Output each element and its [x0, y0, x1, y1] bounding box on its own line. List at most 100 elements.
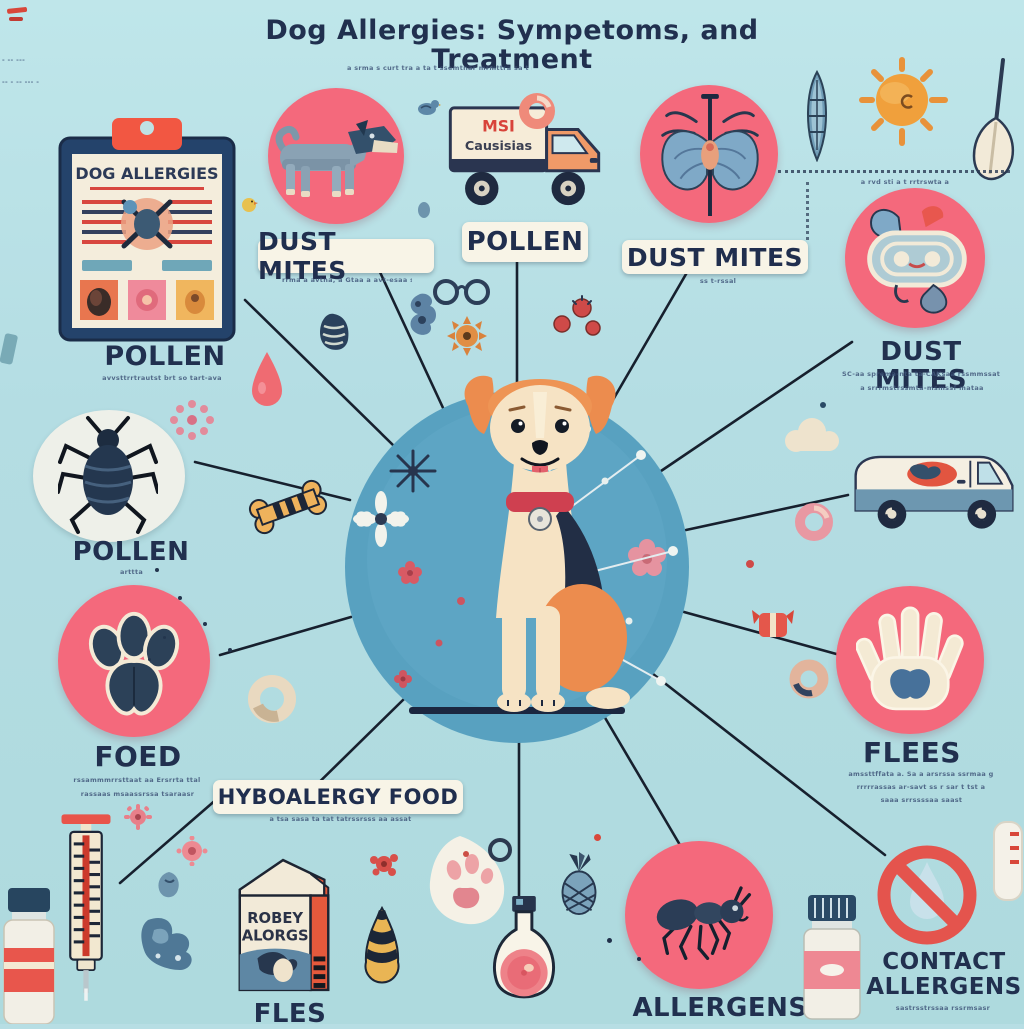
- label-allergens: ALLERGENS: [632, 993, 808, 1023]
- dog-right-ear: [586, 375, 616, 434]
- label-fles: FLES: [253, 999, 327, 1029]
- paw-print-icon: [88, 611, 180, 716]
- paw-drop-icon: [429, 836, 512, 925]
- medicine-bottle-left-icon: [3, 888, 55, 1024]
- label-dust-mites-top: DUST MITES: [258, 227, 434, 285]
- garble-under-dotted-line: a rvd sti a t rrtrswta a: [860, 178, 950, 186]
- paddle-icon: [972, 58, 1014, 181]
- garble-food-1: rssammmrrsttaat aa Ersrrta ttal: [73, 776, 201, 784]
- pink-virus-decoration: [176, 836, 208, 866]
- label-food: FOED: [94, 740, 182, 773]
- dog-left-eye: [511, 419, 525, 433]
- small-red-flower-2: [394, 670, 412, 688]
- canoe-icon: [807, 70, 827, 162]
- svg-text:MSI: MSI: [482, 116, 515, 135]
- milk-carton-icon: ROBEY ALORGS: [238, 858, 330, 992]
- dog-collar: [506, 492, 574, 512]
- red-drop-decoration: [252, 352, 282, 406]
- pineapple-icon: [561, 852, 597, 916]
- small-red-flower: [398, 561, 422, 584]
- garble-pollen-top-left: avvsttrrtrautst brt so tart-ava: [102, 374, 222, 382]
- title-garble-text: a srma s curt tra a ta t ssemtnar mrmttr…: [347, 64, 532, 72]
- dotted-flower-decoration: [170, 400, 214, 440]
- candy-decoration: [752, 610, 794, 637]
- speck-dot: [178, 596, 182, 600]
- garble-pollen-left: arttta: [119, 568, 144, 576]
- red-splat-decoration: [370, 854, 398, 876]
- garble-flees-1: amssttffata a. Sa a arsrssa ssrmaa g: [848, 770, 994, 778]
- syringe-icon: [61, 814, 111, 1001]
- dog-figurine-icon: [275, 120, 398, 197]
- beige-donut-decoration: [248, 675, 296, 723]
- corner-garble-1: - -- ---: [2, 56, 26, 64]
- dotted-line-right: [778, 170, 1010, 173]
- garble-dust-mites-right-1: SC-aa sprema-nta ta-CAKsaa rssmmssat ar: [842, 370, 1002, 378]
- flask-icon: [493, 896, 555, 999]
- bird-decoration: [418, 100, 441, 115]
- svg-text:DOG ALLERGIES: DOG ALLERGIES: [75, 164, 218, 183]
- decoration-diagonal-line: [118, 796, 220, 885]
- speck-dot: [148, 658, 151, 661]
- speck-dot: [746, 560, 754, 568]
- dog-front-leg: [536, 606, 560, 700]
- splash-decoration: [141, 917, 192, 970]
- corner-garble-2: -- - -- --- -: [2, 78, 40, 86]
- thermometer-icon: [993, 821, 1023, 901]
- pill-bottle-icon: [803, 895, 861, 1020]
- moth-mite-icon: [661, 93, 759, 217]
- garble-dust-mites-right-2: a srrrmstrssmta-msmssf mataa: [860, 384, 984, 392]
- garble-food-2: rassaas msaassrssa tsaraasr: [80, 790, 195, 798]
- connector-line: [651, 672, 887, 857]
- corner-red-marks: [7, 7, 28, 21]
- starburst-speck: [389, 449, 437, 493]
- connector-line: [243, 298, 396, 448]
- speck-dot: [203, 622, 207, 626]
- label-dust-mites-upper-right: DUST MITES: [622, 240, 808, 274]
- connector-line: [193, 460, 352, 502]
- garble-dust-mites-top: rrma a avtna, a Gtaa a avt-esaa saa: [282, 276, 412, 284]
- label-flees: FLEES: [863, 736, 961, 769]
- daisy-flower: [353, 491, 409, 547]
- pink-swirl-donut-decoration: [795, 503, 833, 541]
- speck-dot: [607, 938, 612, 943]
- connector-line: [602, 714, 682, 847]
- gear-sun-decoration: [447, 316, 487, 356]
- connector-line: [218, 615, 353, 657]
- blue-blob-decoration: [418, 202, 430, 218]
- speck-dot: [155, 568, 159, 572]
- duck-decoration: [242, 198, 258, 212]
- bee-drop-icon: [364, 906, 400, 984]
- speck-dot: [820, 402, 826, 408]
- blue-bit-decoration: [158, 872, 179, 898]
- svg-text:ALORGS: ALORGS: [242, 928, 309, 945]
- speck-dot: [228, 648, 232, 652]
- speck-dot: [637, 957, 641, 961]
- dog-front-leg: [502, 606, 526, 700]
- clipboard-icon: DOG ALLERGIES: [58, 118, 236, 342]
- garble-flees-2: rrrrrassas ar-savt ss r sar t tst a: [856, 783, 986, 791]
- label-dust-mites-right: DUST MITES: [874, 337, 968, 396]
- speck-dot: [163, 636, 166, 639]
- pink-gear-decoration: [124, 804, 152, 830]
- dog-right-eye: [555, 419, 569, 433]
- abstract-mite-icon: [867, 206, 967, 314]
- hand-icon: [856, 606, 964, 711]
- connector-line: [601, 248, 702, 419]
- small-donut-decoration: [789, 659, 829, 699]
- connector-line: [659, 340, 854, 473]
- teal-fragment: [0, 333, 18, 365]
- bone-decoration: [248, 479, 328, 535]
- garble-flees-3: saaa srrssssaa saast: [880, 796, 963, 804]
- garble-contact-allergens: sastrsstrssaa rssrmsasr: [895, 1004, 991, 1012]
- label-pollen-sign: POLLEN: [462, 222, 588, 262]
- zebra-blob-decoration: [320, 313, 349, 350]
- ant-icon: [656, 886, 752, 960]
- garble-dust-mites-upper-right: ss t-rssal: [699, 277, 737, 285]
- label-contact-allergens: CONTACT ALLERGENS: [866, 949, 1022, 1000]
- dotted-line-right-vertical: [806, 182, 809, 240]
- blue-squiggle-decoration: [410, 293, 436, 335]
- dog-left-ear: [464, 375, 494, 434]
- red-pollen-decoration: [553, 295, 601, 336]
